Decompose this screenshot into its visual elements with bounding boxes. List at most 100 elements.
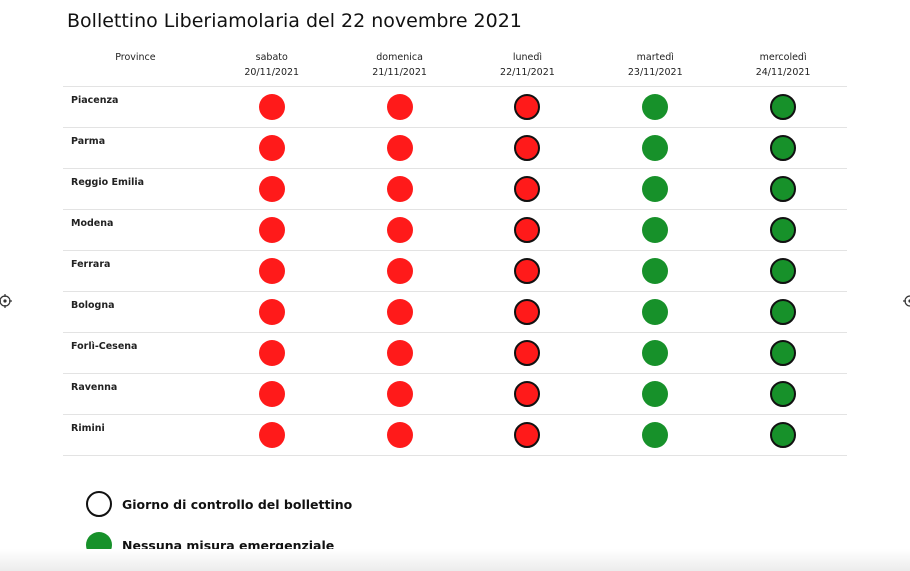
red-status-dot bbox=[386, 258, 413, 284]
day-name: sabato bbox=[255, 52, 288, 63]
column-header-day: sabato 20/11/2021 bbox=[208, 50, 336, 80]
day-date: 24/11/2021 bbox=[755, 67, 811, 78]
day-date: 22/11/2021 bbox=[500, 67, 555, 78]
green-status-dot bbox=[770, 258, 797, 284]
status-cell bbox=[208, 176, 336, 202]
red-status-dot bbox=[258, 217, 285, 243]
province-name: Reggio Emilia bbox=[71, 177, 145, 188]
legend-label: Nessuna misura emergenziale bbox=[122, 537, 335, 553]
status-cell bbox=[463, 94, 591, 120]
bottom-fade bbox=[0, 549, 910, 571]
status-cell bbox=[463, 340, 591, 366]
red-status-dot bbox=[386, 381, 413, 407]
green-status-dot bbox=[642, 340, 669, 366]
status-cell bbox=[336, 217, 464, 243]
red-status-dot bbox=[258, 258, 285, 284]
red-status-dot bbox=[386, 340, 413, 366]
status-cell bbox=[208, 135, 336, 161]
table-row: Bologna bbox=[63, 292, 847, 333]
status-cell bbox=[719, 135, 847, 161]
status-cell bbox=[591, 94, 719, 120]
crosshair-icon[interactable] bbox=[0, 294, 12, 308]
green-status-dot bbox=[642, 94, 669, 120]
status-cell bbox=[336, 340, 464, 366]
status-cell bbox=[591, 176, 719, 202]
status-cell bbox=[208, 258, 336, 284]
province-name: Bologna bbox=[71, 300, 115, 311]
column-header-province: Province bbox=[115, 52, 156, 63]
status-cell bbox=[591, 217, 719, 243]
red-status-dot bbox=[514, 217, 541, 243]
green-status-dot bbox=[642, 176, 669, 202]
bulletin-table: Province sabato 20/11/2021 domenica 21/1… bbox=[63, 50, 847, 456]
status-cell bbox=[208, 299, 336, 325]
status-cell bbox=[719, 299, 847, 325]
status-cell bbox=[336, 176, 464, 202]
table-body: Piacenza Parma Reggio Emilia Modena Ferrara B… bbox=[63, 87, 847, 456]
table-row: Parma bbox=[63, 128, 847, 169]
red-status-dot bbox=[514, 422, 541, 448]
red-status-dot bbox=[386, 422, 413, 448]
status-cell bbox=[208, 94, 336, 120]
status-cell bbox=[463, 422, 591, 448]
table-row: Rimini bbox=[63, 415, 847, 456]
status-cell bbox=[336, 299, 464, 325]
status-cell bbox=[208, 340, 336, 366]
green-status-dot bbox=[770, 94, 797, 120]
status-cell bbox=[463, 176, 591, 202]
status-cell bbox=[463, 299, 591, 325]
status-cell bbox=[719, 94, 847, 120]
day-date: 23/11/2021 bbox=[627, 67, 683, 78]
red-status-dot bbox=[258, 422, 285, 448]
green-status-dot bbox=[642, 422, 669, 448]
red-status-dot bbox=[258, 299, 285, 325]
red-status-dot bbox=[386, 94, 413, 120]
red-status-dot bbox=[514, 94, 541, 120]
table-row: Ravenna bbox=[63, 374, 847, 415]
table-row: Piacenza bbox=[63, 87, 847, 128]
status-cell bbox=[591, 258, 719, 284]
status-cell bbox=[336, 94, 464, 120]
red-status-dot bbox=[386, 299, 413, 325]
red-status-dot bbox=[258, 176, 285, 202]
green-status-dot bbox=[770, 299, 797, 325]
status-cell bbox=[336, 381, 464, 407]
province-name: Ferrara bbox=[71, 259, 111, 270]
red-status-dot bbox=[514, 340, 541, 366]
status-cell bbox=[719, 176, 847, 202]
status-cell bbox=[463, 381, 591, 407]
red-status-dot bbox=[514, 135, 541, 161]
province-name: Ravenna bbox=[71, 382, 118, 393]
red-status-dot bbox=[258, 135, 285, 161]
province-name: Piacenza bbox=[71, 95, 119, 106]
red-status-dot bbox=[258, 381, 285, 407]
day-name: lunedì bbox=[512, 52, 543, 63]
red-status-dot bbox=[258, 340, 285, 366]
green-status-dot bbox=[770, 422, 797, 448]
status-cell bbox=[591, 422, 719, 448]
legend-item-control-day: Giorno di controllo del bollettino bbox=[86, 491, 352, 517]
province-name: Modena bbox=[71, 218, 114, 229]
status-cell bbox=[208, 422, 336, 448]
red-status-dot bbox=[386, 176, 413, 202]
red-status-dot bbox=[514, 176, 541, 202]
day-name: martedì bbox=[636, 52, 674, 63]
table-row: Ferrara bbox=[63, 251, 847, 292]
status-cell bbox=[591, 299, 719, 325]
green-status-dot bbox=[642, 135, 669, 161]
status-cell bbox=[719, 422, 847, 448]
outline-circle-icon bbox=[86, 491, 112, 517]
province-name: Forlì-Cesena bbox=[71, 341, 138, 352]
green-status-dot bbox=[770, 217, 797, 243]
red-status-dot bbox=[514, 381, 541, 407]
column-header-day: domenica 21/11/2021 bbox=[336, 50, 464, 80]
status-cell bbox=[463, 217, 591, 243]
green-status-dot bbox=[642, 381, 669, 407]
red-status-dot bbox=[386, 217, 413, 243]
status-cell bbox=[208, 217, 336, 243]
day-name: mercoledì bbox=[759, 52, 807, 63]
red-status-dot bbox=[514, 299, 541, 325]
crosshair-icon[interactable] bbox=[903, 294, 910, 308]
green-status-dot bbox=[770, 340, 797, 366]
status-cell bbox=[719, 217, 847, 243]
